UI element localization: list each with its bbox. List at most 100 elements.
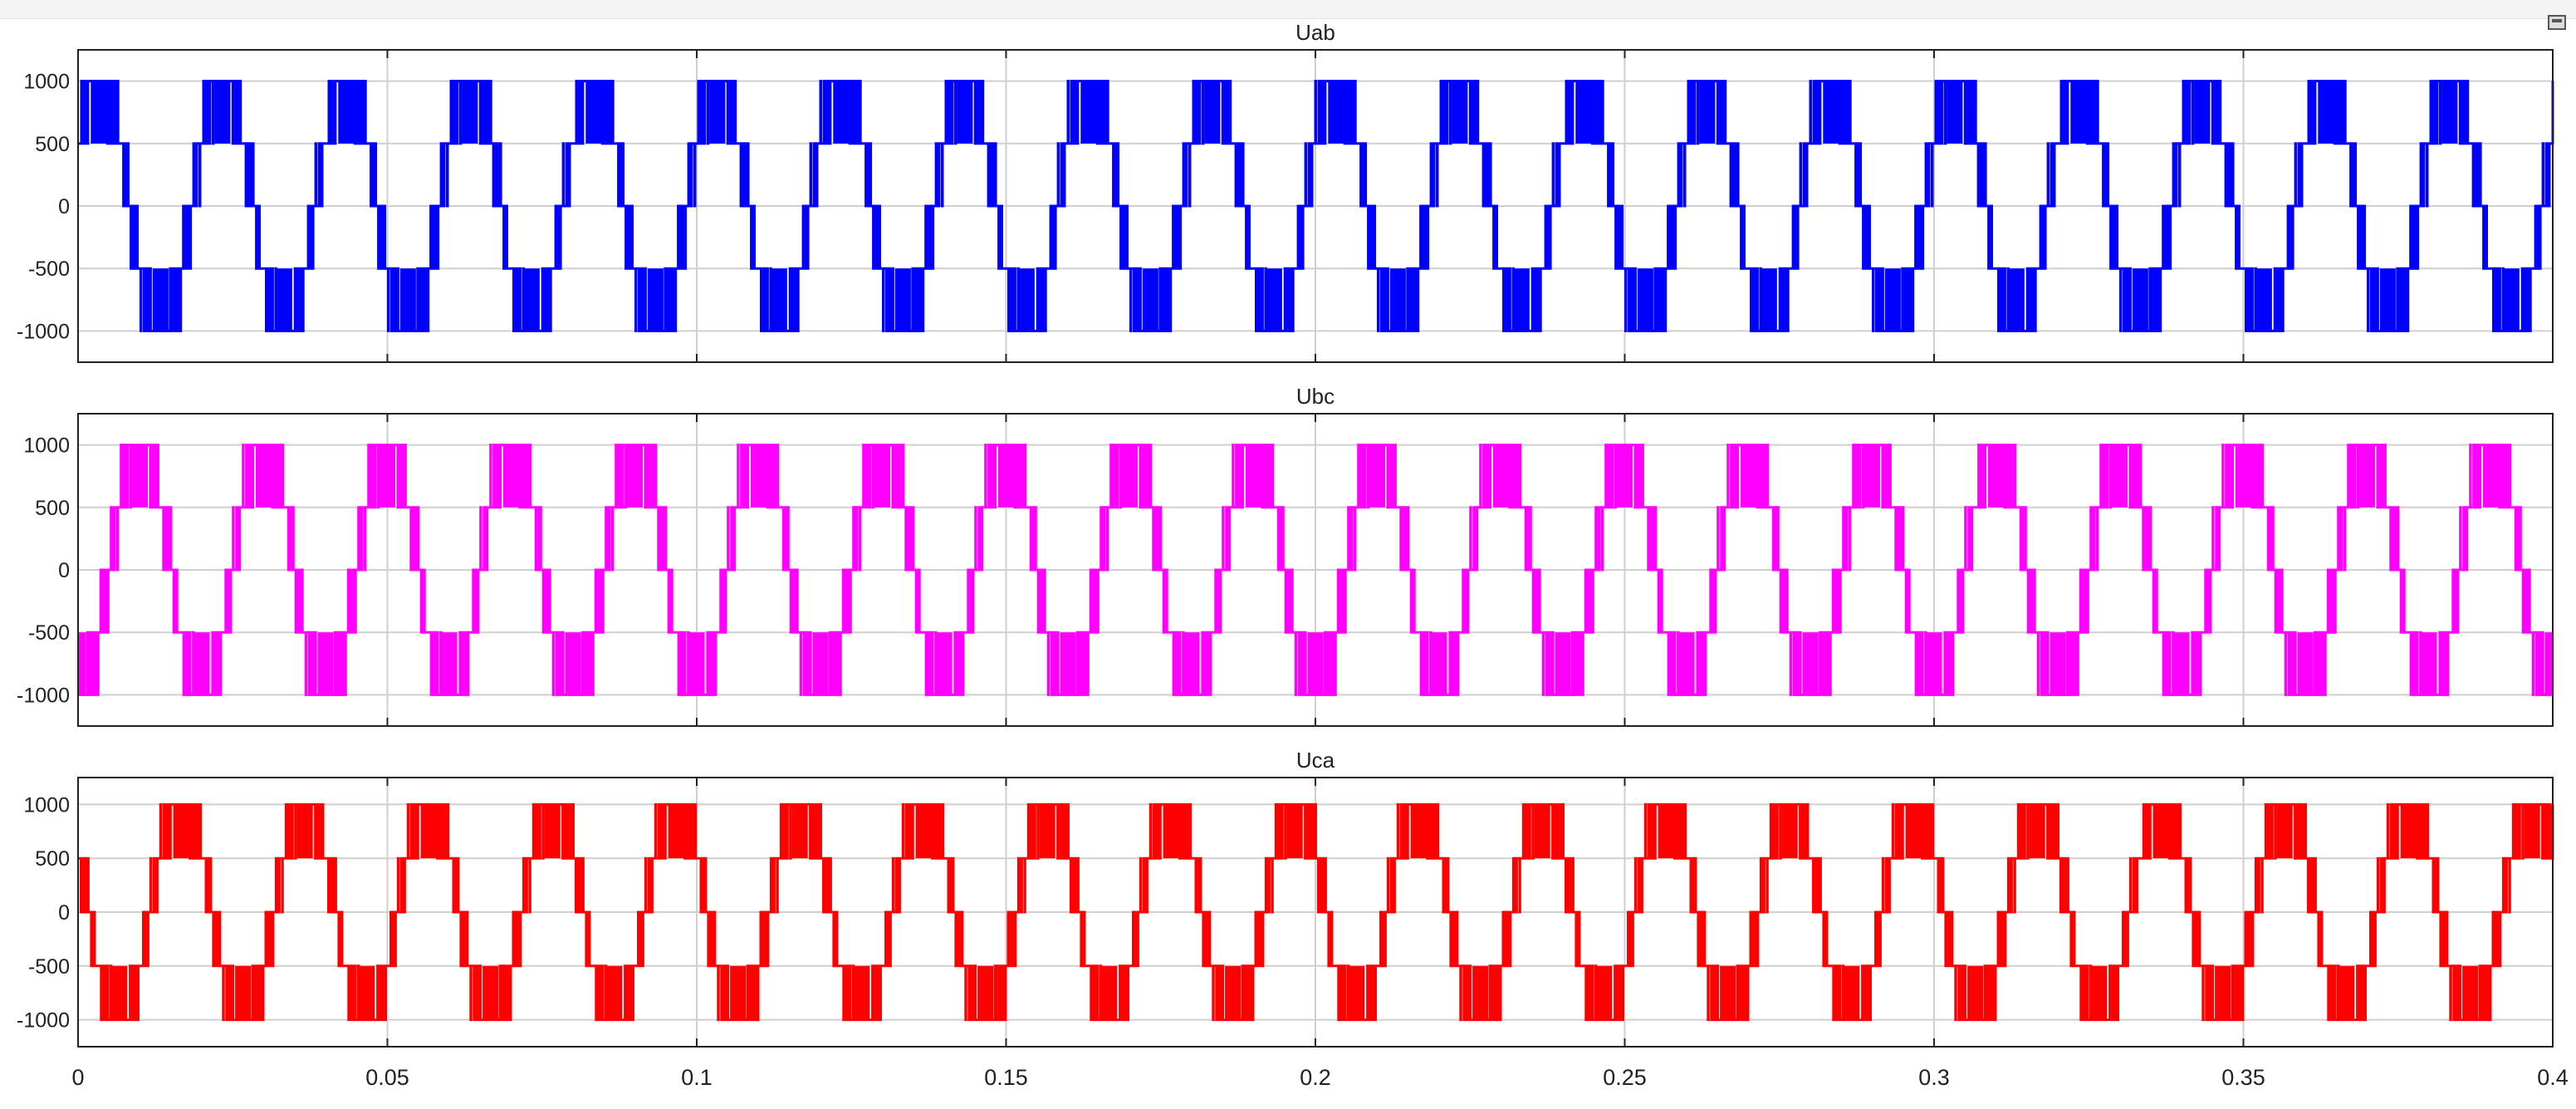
pwm-block <box>1947 81 1963 144</box>
scope-toolbar <box>0 0 2576 19</box>
pwm-block <box>359 965 375 1020</box>
pwm-block <box>1307 632 1324 695</box>
pwm-block <box>1844 965 1860 1020</box>
pwm-block <box>78 632 86 695</box>
pwm-block <box>730 965 747 1020</box>
y-tick-label: 0 <box>58 901 70 925</box>
pwm-block <box>1616 444 1633 508</box>
pwm-block <box>688 632 705 695</box>
pwm-block <box>1596 965 1613 1020</box>
pwm-block <box>2462 965 2479 1020</box>
pwm-block <box>441 632 458 695</box>
y-tick-label: 500 <box>35 497 70 520</box>
pwm-block <box>812 632 829 695</box>
pwm-block <box>1781 804 1798 859</box>
pwm-block <box>1183 632 1200 695</box>
pwm-block <box>1492 444 1510 508</box>
x-tick-label: 0.2 <box>1300 1065 1331 1090</box>
pwm-block <box>2524 804 2540 859</box>
pwm-block <box>1555 632 1571 695</box>
pwm-block <box>1142 268 1158 331</box>
pwm-block <box>1018 268 1035 331</box>
y-tick-label: -1000 <box>17 1009 70 1033</box>
pwm-block <box>1658 804 1674 859</box>
scope-panel-ubc: Ubc -1000 -500 0 500 1000 <box>17 384 2554 727</box>
pwm-block <box>2544 632 2553 695</box>
pwm-block <box>523 268 540 331</box>
y-tick-label: -500 <box>28 955 70 979</box>
plot-frame <box>77 49 2554 363</box>
pwm-block <box>1163 804 1179 859</box>
y-tick-label: 1000 <box>23 434 70 458</box>
pwm-block <box>874 444 891 508</box>
plot-frame <box>77 413 2554 727</box>
pwm-block <box>750 444 767 508</box>
x-tick-label: 0.15 <box>984 1065 1028 1090</box>
pwm-block <box>957 81 973 144</box>
pwm-block <box>193 632 210 695</box>
pwm-block <box>1967 965 1984 1020</box>
pwm-block <box>1039 804 1055 859</box>
pwm-block <box>1245 444 1262 508</box>
x-tick-label: 0.1 <box>681 1065 713 1090</box>
pwm-block <box>1349 965 1365 1020</box>
pwm-block <box>1884 268 1901 331</box>
pwm-block <box>854 965 870 1020</box>
y-tick-label: -500 <box>28 258 70 281</box>
pwm-block <box>1987 444 2005 508</box>
panel-title: Ubc <box>1296 384 1335 409</box>
pwm-block <box>771 268 787 331</box>
pwm-block <box>1699 81 1716 144</box>
pwm-block <box>1926 632 1942 695</box>
pwm-block <box>2215 965 2231 1020</box>
pwm-block <box>2421 632 2437 695</box>
y-tick-label: 0 <box>58 559 70 582</box>
pwm-block <box>2503 268 2520 331</box>
pwm-block <box>2318 81 2334 144</box>
panel-title: Uab <box>1295 20 1335 45</box>
pwm-block <box>2379 268 2396 331</box>
undock-window-icon[interactable] <box>2548 15 2566 30</box>
pwm-block <box>2173 632 2190 695</box>
y-tick-label: -1000 <box>17 320 70 343</box>
pwm-block <box>2441 81 2458 144</box>
x-tick-label: 0.05 <box>365 1065 409 1090</box>
pwm-block <box>91 81 107 144</box>
pwm-block <box>379 444 396 508</box>
pwm-block <box>1637 268 1653 331</box>
pwm-block <box>235 965 252 1020</box>
pwm-block <box>2482 444 2500 508</box>
pwm-block <box>1286 804 1303 859</box>
pwm-block <box>997 444 1015 508</box>
pwm-block <box>2255 268 2272 331</box>
pwm-block <box>2152 804 2169 859</box>
pwm-block <box>606 965 623 1020</box>
pwm-block <box>2132 268 2148 331</box>
pwm-block <box>1060 632 1076 695</box>
pwm-block <box>317 632 334 695</box>
pwm-block <box>1534 804 1550 859</box>
y-tick-label: -1000 <box>17 684 70 707</box>
pwm-block <box>1802 632 1819 695</box>
pwm-block <box>791 804 808 859</box>
pwm-block <box>626 444 644 508</box>
x-tick-label: 0.4 <box>2537 1065 2569 1090</box>
pwm-block <box>2091 965 2108 1020</box>
pwm-block <box>833 81 850 144</box>
pwm-block <box>2050 632 2066 695</box>
pwm-block <box>2070 81 2087 144</box>
pwm-block <box>2338 965 2355 1020</box>
pwm-block <box>255 444 272 508</box>
pwm-block <box>1452 81 1468 144</box>
pwm-block <box>2111 444 2128 508</box>
pwm-block <box>894 268 911 331</box>
pwm-block <box>709 81 726 144</box>
pwm-block <box>668 804 684 859</box>
pwm-block <box>1101 965 1118 1020</box>
pwm-block <box>1080 81 1097 144</box>
pwm-block <box>1266 268 1282 331</box>
pwm-block <box>1575 81 1592 144</box>
x-tick-label: 0 <box>71 1065 84 1090</box>
pwm-block <box>1204 81 1221 144</box>
